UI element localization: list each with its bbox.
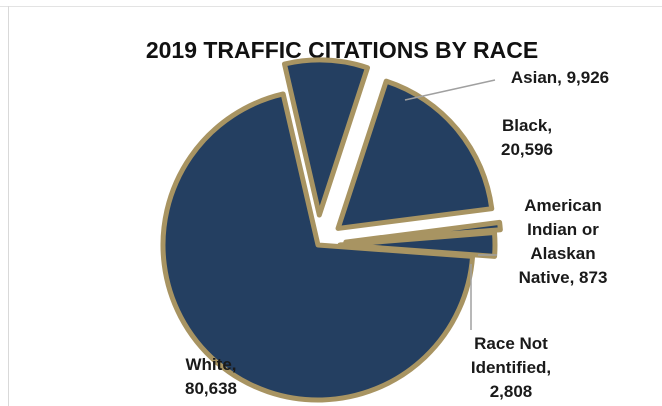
slice-labels-layer: Asian, 9,926 Black, 20,596 American Indian o… bbox=[185, 68, 609, 401]
slice-label-3: Race Not Identified, 2,808 bbox=[471, 334, 551, 401]
slice-label-line: Indian or bbox=[527, 220, 599, 239]
top-divider bbox=[0, 6, 662, 7]
slice-label-line: Black, bbox=[502, 116, 552, 135]
slice-label-line: Identified, bbox=[471, 358, 551, 377]
slice-label-line: Asian, 9,926 bbox=[511, 68, 609, 87]
slice-label-2: American Indian or Alaskan Native, 873 bbox=[519, 196, 608, 287]
slice-label-line: Race Not bbox=[474, 334, 548, 353]
slice-label-line: Native, 873 bbox=[519, 268, 608, 287]
slice-label-4: White, 80,638 bbox=[185, 355, 237, 398]
pie-slice-2 bbox=[343, 219, 503, 245]
slice-label-1: Black, 20,596 bbox=[501, 116, 553, 159]
pie-slice-1 bbox=[335, 78, 495, 231]
slice-label-line: 80,638 bbox=[185, 379, 237, 398]
pie-slice-4 bbox=[160, 91, 476, 403]
slice-label-0: Asian, 9,926 bbox=[511, 68, 609, 87]
pie-slice-0 bbox=[281, 57, 371, 218]
slice-label-line: 2,808 bbox=[490, 382, 533, 401]
chart-title: 2019 TRAFFIC CITATIONS BY RACE bbox=[146, 37, 538, 63]
slice-label-line: 20,596 bbox=[501, 140, 553, 159]
slice-label-line: Alaskan bbox=[530, 244, 595, 263]
left-divider bbox=[8, 6, 9, 406]
leader-line-0 bbox=[404, 79, 496, 101]
leader-lines-layer bbox=[404, 79, 497, 330]
slices-layer bbox=[160, 57, 503, 403]
slice-label-line: White, bbox=[186, 355, 237, 374]
slice-label-line: American bbox=[524, 196, 601, 215]
pie-slice-3 bbox=[337, 230, 498, 259]
